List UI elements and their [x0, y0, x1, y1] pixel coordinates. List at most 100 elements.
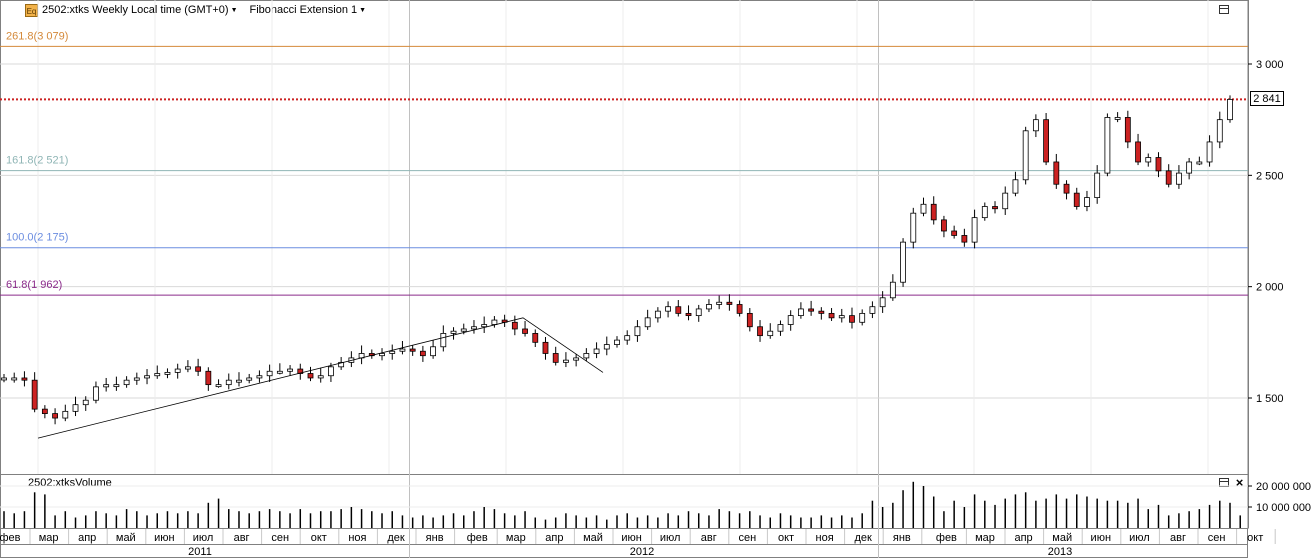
price-axis-label: 2 500: [1256, 170, 1284, 182]
month-tick-label: янв: [426, 532, 444, 544]
month-tick-label: дек: [855, 532, 873, 544]
candle-body: [920, 203, 927, 214]
month-tick-label: июл: [193, 532, 214, 544]
study-label[interactable]: Fibonacci Extension 1: [249, 4, 358, 16]
close-volume-panel-icon[interactable]: ×: [1235, 475, 1244, 490]
candle-body: [174, 368, 181, 373]
candle-body: [276, 370, 283, 374]
candle-body: [767, 330, 774, 337]
candle-body: [992, 206, 998, 210]
candle-body: [941, 219, 947, 232]
candle-body: [1032, 119, 1039, 132]
month-tick-label: фев: [467, 532, 488, 544]
month-tick-label: май: [116, 532, 136, 544]
candle-body: [256, 375, 263, 379]
month-tick-label: июн: [1091, 532, 1111, 544]
price-axis-label: 1 500: [1256, 393, 1284, 405]
candle-body: [777, 324, 784, 332]
month-tick-label: мар: [506, 532, 526, 544]
candle-body: [471, 326, 477, 330]
candle-body: [266, 370, 273, 377]
candle-body: [1022, 130, 1029, 181]
candle-body: [593, 348, 600, 354]
candle-body: [481, 324, 488, 328]
candle-body: [665, 306, 671, 312]
month-tick-label: май: [1052, 532, 1072, 544]
candle-body: [82, 399, 89, 406]
month-tick-label: мар: [975, 532, 995, 544]
last-price-label: 2 841: [1250, 91, 1284, 106]
candle-body: [1135, 141, 1141, 163]
candle-body: [450, 330, 457, 334]
candle-body: [798, 308, 804, 317]
candle-body: [1216, 119, 1223, 143]
candle-body: [1114, 117, 1121, 120]
candle-body: [614, 339, 620, 345]
candle-body: [287, 368, 293, 372]
month-tick-label: окт: [311, 532, 327, 544]
candle-body: [113, 384, 120, 388]
candle-body: [808, 308, 815, 312]
candle-body: [695, 308, 702, 317]
instrument-dropdown-icon[interactable]: ▼: [230, 6, 238, 14]
candle-body: [460, 328, 467, 332]
candle-body: [144, 375, 150, 379]
candle-body: [828, 312, 835, 319]
month-tick-label: окт: [778, 532, 794, 544]
candle-body: [154, 373, 161, 377]
candle-body: [951, 230, 958, 236]
candle-body: [603, 344, 610, 350]
volume-axis-label: 10 000 000: [1256, 502, 1311, 514]
candle-body: [184, 366, 191, 370]
candle-body: [634, 326, 641, 337]
study-dropdown-icon[interactable]: ▼: [359, 6, 367, 14]
candle-body: [787, 315, 794, 325]
price-panel-frame: [0, 0, 1249, 475]
month-tick-label: июн: [621, 532, 641, 544]
month-tick-label: авг: [234, 532, 250, 544]
candle-body: [1012, 179, 1019, 194]
candle-body: [532, 333, 539, 343]
candle-body: [522, 328, 528, 334]
candle-body: [1155, 157, 1162, 172]
candle-body: [205, 370, 212, 386]
candle-body: [726, 301, 733, 305]
candle-body: [133, 377, 140, 381]
instrument-label[interactable]: 2502:xtks Weekly Local time (GMT+0): [42, 4, 229, 16]
candle-body: [338, 361, 345, 368]
month-tick-label: май: [583, 532, 603, 544]
candle-body: [1104, 117, 1111, 174]
candle-body: [1165, 170, 1172, 185]
candle-body: [1206, 141, 1213, 163]
candle-body: [1073, 192, 1080, 207]
maximize-price-panel-icon[interactable]: [1219, 5, 1229, 14]
candle-body: [869, 306, 876, 314]
candle-body: [328, 366, 334, 377]
price-axis-label: 2 000: [1256, 282, 1284, 294]
candle-body: [542, 341, 549, 354]
candle-body: [1176, 172, 1182, 185]
candle-body: [379, 353, 385, 357]
volume-axis-label: 20 000 000: [1256, 481, 1311, 493]
year-tick-label: 2012: [630, 546, 654, 558]
candle-body: [1227, 99, 1233, 121]
candle-body: [399, 348, 406, 352]
candle-body: [164, 371, 171, 375]
candle-body: [307, 373, 314, 379]
month-tick-label: мар: [39, 532, 59, 544]
candle-body: [1186, 161, 1193, 174]
candle-body: [52, 413, 58, 419]
candle-body: [685, 312, 692, 317]
candle-body: [654, 310, 661, 319]
month-tick-label: окт: [1247, 532, 1263, 544]
month-tick-label: июл: [1129, 532, 1150, 544]
candle-body: [583, 353, 590, 359]
candle-body: [72, 404, 79, 412]
candle-body: [409, 348, 416, 352]
candle-body: [215, 384, 222, 388]
year-tick-label: 2011: [188, 546, 212, 558]
fibonacci-level-label: 261.8(3 079): [6, 30, 68, 42]
candle-body: [910, 212, 917, 243]
candle-body: [573, 357, 580, 361]
